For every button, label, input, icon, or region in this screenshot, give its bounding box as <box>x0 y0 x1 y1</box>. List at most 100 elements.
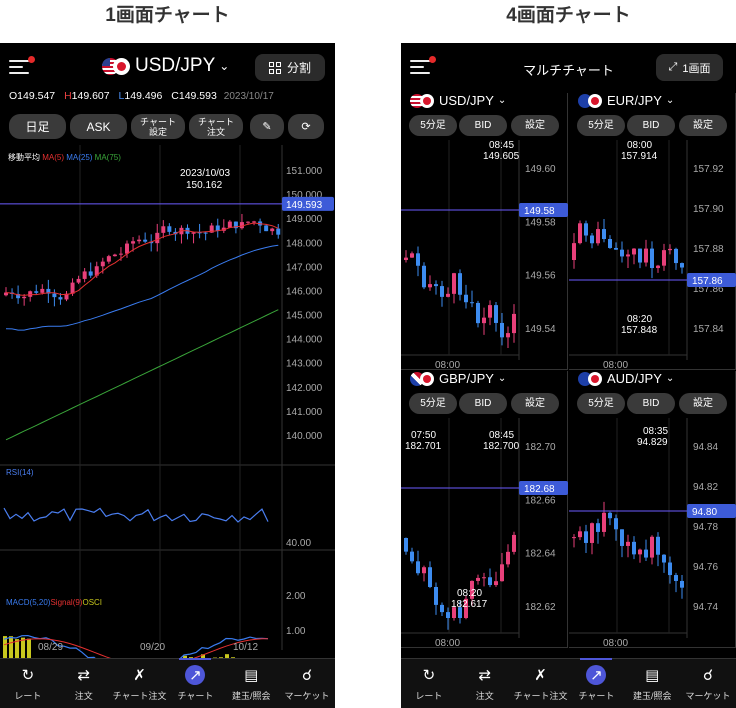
nav-item-5[interactable]: ☌ マーケット <box>279 659 335 708</box>
candle <box>476 300 480 328</box>
nav-item-1[interactable]: ⇄ 注文 <box>56 659 112 708</box>
nav-item-4[interactable]: ▤ 建玉/照会 <box>624 659 680 708</box>
panel-button-timeframe[interactable]: 5分足 <box>409 115 457 136</box>
panel-button-settings[interactable]: 設定 <box>679 393 727 414</box>
nav-item-0[interactable]: ↻ レート <box>401 659 457 708</box>
pair-label: GBP/JPY <box>439 371 494 386</box>
candle <box>58 293 63 305</box>
price-tick: 149.56 <box>525 271 556 282</box>
annotation-price: 157.914 <box>621 151 658 162</box>
price-tick: 94.74 <box>693 602 718 613</box>
candle <box>668 244 672 255</box>
candle <box>112 253 117 257</box>
osci-bar <box>189 657 193 658</box>
panel-button-timeframe[interactable]: 5分足 <box>577 115 625 136</box>
daily-button[interactable]: 日足 <box>9 114 66 139</box>
chart-order-icon: ✗ <box>133 667 146 684</box>
candle <box>470 290 474 308</box>
panel-button-bid[interactable]: BID <box>627 393 675 414</box>
panel-button-bid[interactable]: BID <box>627 115 675 136</box>
annotation-price: 157.848 <box>621 325 658 336</box>
caption-multi: 4画面チャート <box>506 5 631 26</box>
split-button[interactable]: 分割 <box>255 54 325 81</box>
candle <box>227 219 232 229</box>
panel-chart[interactable]: 94.84 94.82 94.78 94.76 94.74 94.80 08:3594.82… <box>569 418 736 648</box>
nav-item-2[interactable]: ✗ チャート注文 <box>513 659 569 708</box>
nav-item-1[interactable]: ⇄ 注文 <box>457 659 513 708</box>
pair-selector[interactable]: USD/JPY ⌄ <box>102 55 229 77</box>
candle <box>662 243 666 271</box>
panel-button-settings[interactable]: 設定 <box>511 115 559 136</box>
candle <box>464 284 468 309</box>
candle <box>40 284 45 295</box>
panel-button-settings[interactable]: 設定 <box>679 115 727 136</box>
panel-button-bid[interactable]: BID <box>459 393 507 414</box>
rotate-button[interactable]: ⟳ <box>288 114 324 139</box>
nav-item-4[interactable]: ▤ 建玉/照会 <box>223 659 279 708</box>
nav-label: 注文 <box>74 691 93 701</box>
panel-button-bid[interactable]: BID <box>459 115 507 136</box>
nav-item-3[interactable]: ↗ チャート <box>167 658 223 708</box>
candle <box>464 595 468 620</box>
candle <box>452 603 456 621</box>
nav-item-2[interactable]: ✗ チャート注文 <box>112 659 168 708</box>
panel-chart[interactable]: 149.60 149.58 149.56 149.54 149.58 08:45149.6… <box>401 140 568 370</box>
osci-bar <box>27 638 31 658</box>
candle <box>638 548 642 563</box>
candle <box>76 275 81 285</box>
pair-label: USD/JPY <box>135 55 216 76</box>
annotation-price: 94.829 <box>637 437 668 448</box>
chart-settings-button[interactable]: チャート 設定 <box>131 114 185 139</box>
panel-button-timeframe[interactable]: 5分足 <box>409 393 457 414</box>
candle <box>482 572 486 587</box>
single-chart[interactable]: 151.000 150.000 149.000 148.000 147.000 146.0… <box>0 145 335 658</box>
candle <box>428 275 432 291</box>
candle <box>22 294 27 306</box>
pair-selector[interactable]: GBP/JPY ⌄ <box>410 371 506 386</box>
ask-button[interactable]: ASK <box>70 114 127 139</box>
candle <box>131 237 136 252</box>
chart-panel-gbp-jpy[interactable]: GBP/JPY ⌄ 5分足 BID 設定 182.70 182.66 182.64 182.… <box>401 371 568 648</box>
nav-item-3[interactable]: ↗ チャート <box>568 658 624 708</box>
menu-icon[interactable] <box>410 56 436 74</box>
panel-button-timeframe[interactable]: 5分足 <box>577 393 625 414</box>
panel-button-settings[interactable]: 設定 <box>511 393 559 414</box>
single-view-button[interactable]: ⤢ 1画面 <box>656 54 723 81</box>
price-tick: 149.60 <box>525 164 556 175</box>
candle <box>584 220 588 242</box>
draw-button[interactable]: ✎ <box>250 114 284 139</box>
nav-item-5[interactable]: ☌ マーケット <box>680 659 736 708</box>
peak-date: 2023/10/03 <box>180 168 230 179</box>
candle <box>608 511 612 526</box>
chevron-down-icon: ⌄ <box>665 373 675 384</box>
chart-panel-usd-jpy[interactable]: USD/JPY ⌄ 5分足 BID 設定 149.60 149.58 149.56 149.… <box>401 93 568 370</box>
panel-chart[interactable]: 157.92 157.90 157.88 157.86 157.84 157.86 08:0… <box>569 140 736 370</box>
menu-icon[interactable] <box>9 56 35 74</box>
pair-selector[interactable]: EUR/JPY ⌄ <box>578 93 674 108</box>
panel-chart[interactable]: 182.70182.66182.64182.62182.6807:50182.7… <box>401 418 568 648</box>
chart-panel-eur-jpy[interactable]: EUR/JPY ⌄ 5分足 BID 設定 157.92 157.90 157.88 157.… <box>569 93 736 370</box>
price-tick: 157.84 <box>693 324 724 335</box>
nav-label: 建玉/照会 <box>231 691 271 701</box>
pair-selector[interactable]: AUD/JPY ⌄ <box>578 371 674 386</box>
x-tick: 08:00 <box>603 638 628 648</box>
pair-selector[interactable]: USD/JPY ⌄ <box>410 93 506 108</box>
signal-line <box>3 638 268 658</box>
osci-bar <box>3 636 7 658</box>
candle <box>88 262 93 278</box>
candle <box>28 290 33 302</box>
candle <box>614 242 618 250</box>
candle <box>650 535 654 565</box>
macd-tick: 2.00 <box>286 591 306 602</box>
candle <box>596 221 600 246</box>
chart-order-button[interactable]: チャート 注文 <box>189 114 243 139</box>
price-tick: 182.66 <box>525 495 556 506</box>
nav-item-0[interactable]: ↻ レート <box>0 659 56 708</box>
annotation-time: 08:45 <box>489 430 514 441</box>
candle <box>137 235 142 244</box>
candle <box>488 300 492 326</box>
chart-panel-aud-jpy[interactable]: AUD/JPY ⌄ 5分足 BID 設定 94.84 94.82 94.78 94.76 94… <box>569 371 736 648</box>
candle <box>4 287 8 297</box>
candle <box>590 232 594 249</box>
candle <box>434 582 438 615</box>
